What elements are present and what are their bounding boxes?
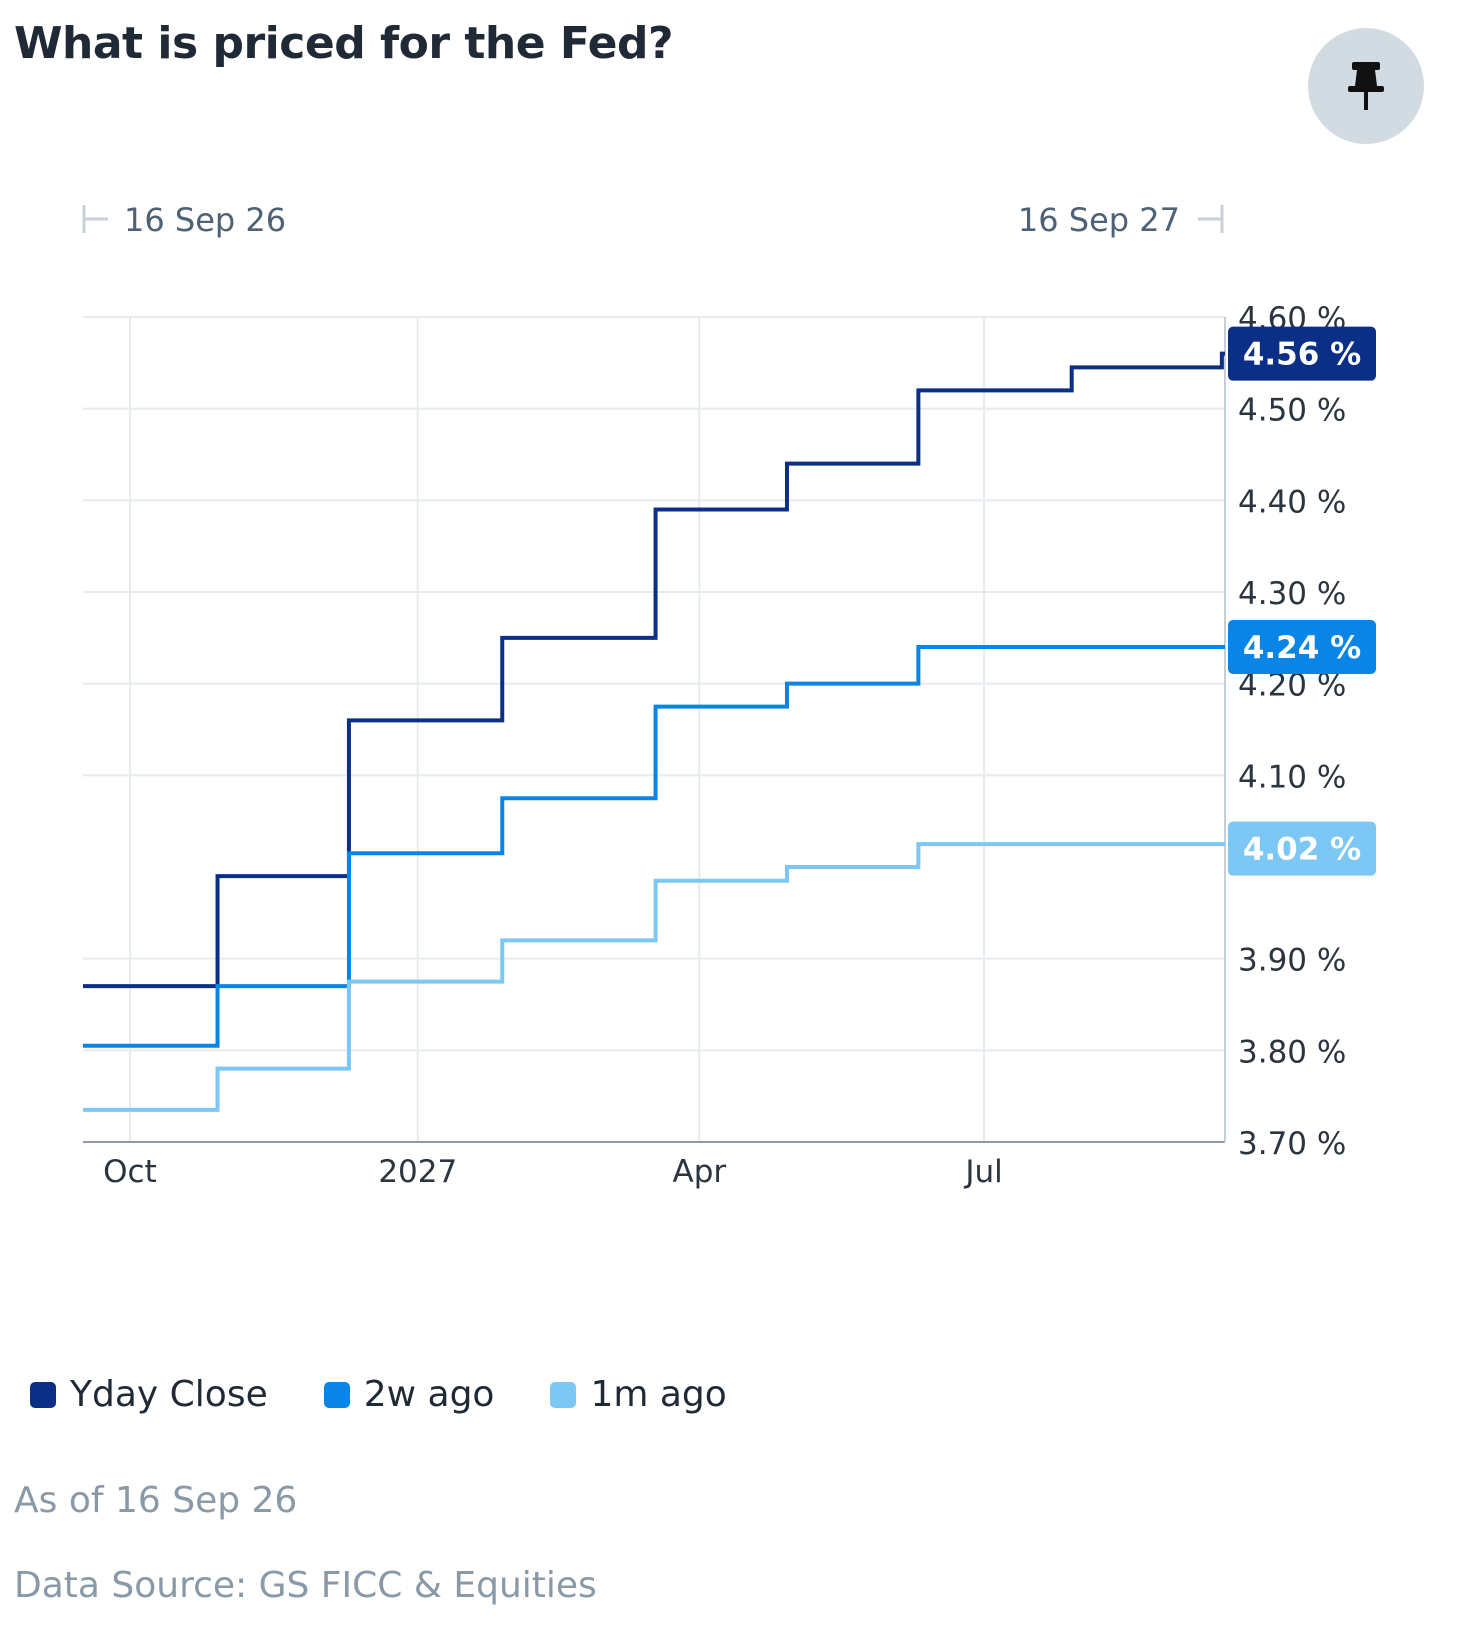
last-value-badge: 4.24 % (1228, 620, 1376, 674)
last-value-badge: 4.02 % (1228, 821, 1376, 876)
data-source: Data Source: GS FICC & Equities (14, 1565, 597, 1606)
axis-layer: 3.70 %3.80 %3.90 %4.10 %4.20 %4.30 %4.40… (83, 301, 1346, 1190)
badge-text: 4.24 % (1243, 630, 1361, 666)
badge-bg (1228, 620, 1376, 674)
badge-bg (1228, 326, 1376, 381)
last-value-badge: 4.56 % (1228, 326, 1376, 381)
series-line-3 (83, 842, 1225, 1112)
badge-text: 4.02 % (1243, 832, 1361, 868)
range-start-label: 16 Sep 26 (124, 201, 286, 239)
y-tick-label: 3.70 % (1238, 1126, 1346, 1162)
chart-legend: Yday Close 2w ago 1m ago (30, 1374, 727, 1415)
badge-bg (1228, 821, 1376, 876)
chart-area: 3.70 % 3.80 % 3.90 % 4.10 % 4.20 % 4.30 % 4.40… (0, 190, 1469, 1290)
legend-label: Yday Close (70, 1374, 268, 1415)
legend-swatch (30, 1381, 56, 1408)
badge-text: 4.56 % (1243, 337, 1361, 373)
as-of-date: As of 16 Sep 26 (14, 1480, 298, 1521)
x-tick-label: Apr (673, 1154, 727, 1190)
series-line-2 (83, 645, 1225, 1048)
legend-item-yday-close[interactable]: Yday Close (30, 1374, 268, 1415)
legend-item-1m-ago[interactable]: 1m ago (550, 1374, 727, 1415)
legend-swatch (550, 1381, 577, 1408)
x-tick-label: Jul (963, 1154, 1002, 1190)
chart-title: What is priced for the Fed? (14, 18, 674, 69)
pin-button[interactable] (1308, 28, 1424, 144)
y-tick-label: 3.80 % (1238, 1034, 1346, 1070)
pin-icon (1348, 62, 1384, 110)
x-tick-label: 2027 (378, 1154, 457, 1190)
legend-label: 1m ago (590, 1374, 727, 1415)
y-tick-label: 4.50 % (1238, 393, 1346, 429)
range-end-label: 16 Sep 27 (1018, 201, 1180, 239)
legend-swatch (323, 1381, 350, 1408)
step-line-chart: 3.70 %3.80 %3.90 %4.10 %4.20 %4.30 %4.40… (82, 201, 1376, 1190)
y-tick-label: 4.10 % (1238, 759, 1346, 795)
x-tick-label: Oct (103, 1154, 157, 1190)
last-value-labels: 4.56 % 4.24 % 4.02 % (1228, 326, 1376, 876)
date-range-header: 16 Sep 26 16 Sep 27 (82, 201, 1224, 239)
legend-label: 2w ago (363, 1374, 495, 1415)
y-tick-label: 3.90 % (1238, 943, 1346, 979)
y-tick-label: 4.30 % (1238, 576, 1346, 612)
y-tick-label: 4.40 % (1238, 484, 1346, 520)
legend-item-2w-ago[interactable]: 2w ago (323, 1374, 495, 1415)
series-line-1 (83, 351, 1225, 989)
series-layer (83, 351, 1225, 1112)
